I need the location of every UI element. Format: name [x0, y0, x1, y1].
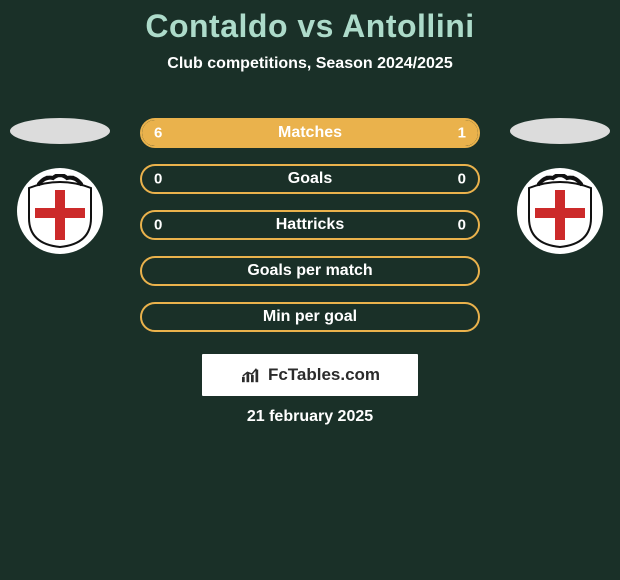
club-crest-right — [517, 168, 603, 254]
stat-label: Goals per match — [247, 262, 372, 280]
stat-label: Goals — [288, 170, 332, 188]
stat-row-matches: 6 Matches 1 — [140, 118, 480, 148]
site-logo-text: FcTables.com — [268, 365, 380, 385]
shield-icon — [25, 174, 95, 248]
stat-row-min-per-goal: Min per goal — [140, 302, 480, 332]
stat-value-left: 0 — [154, 171, 162, 188]
page-title: Contaldo vs Antollini — [0, 8, 620, 45]
club-crest-left — [17, 168, 103, 254]
stat-value-right: 1 — [458, 125, 466, 142]
player-photo-placeholder — [10, 118, 110, 144]
stat-value-right: 0 — [458, 217, 466, 234]
stat-row-hattricks: 0 Hattricks 0 — [140, 210, 480, 240]
site-logo: FcTables.com — [202, 354, 418, 396]
stat-label: Matches — [278, 124, 342, 142]
stat-value-left: 0 — [154, 217, 162, 234]
player-left — [10, 118, 110, 258]
chart-icon — [240, 366, 262, 384]
comparison-card: Contaldo vs Antollini Club competitions,… — [0, 0, 620, 440]
stat-value-right: 0 — [458, 171, 466, 188]
player-right — [510, 118, 610, 258]
footer-date: 21 february 2025 — [0, 408, 620, 426]
shield-icon — [525, 174, 595, 248]
stat-row-goals-per-match: Goals per match — [140, 256, 480, 286]
stat-rows: 6 Matches 1 0 Goals 0 0 Hattricks 0 Goal… — [140, 118, 480, 332]
player-photo-placeholder — [510, 118, 610, 144]
stat-label: Hattricks — [276, 216, 344, 234]
stat-label: Min per goal — [263, 308, 357, 326]
stat-row-goals: 0 Goals 0 — [140, 164, 480, 194]
stat-value-left: 6 — [154, 125, 162, 142]
stat-fill-right — [431, 120, 478, 146]
page-subtitle: Club competitions, Season 2024/2025 — [0, 55, 620, 73]
